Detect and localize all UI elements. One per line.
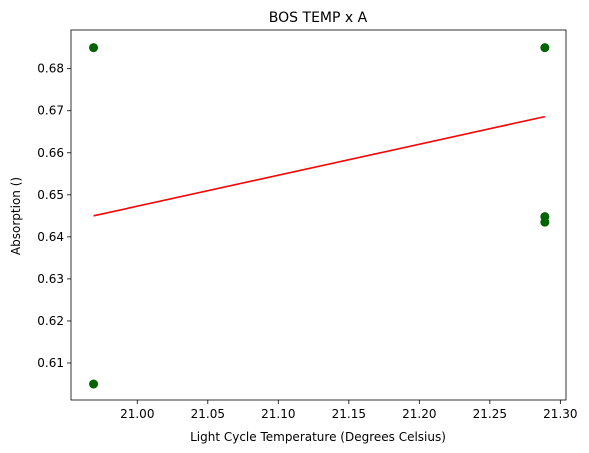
data-point: [540, 43, 550, 53]
y-tick-label: 0.63: [37, 272, 64, 286]
x-tick-label: 21.30: [543, 407, 577, 421]
data-point: [540, 217, 550, 227]
x-tick-label: 21.05: [191, 407, 225, 421]
x-tick-label: 21.20: [402, 407, 436, 421]
x-tick-label: 21.00: [120, 407, 154, 421]
y-axis-label: Absorption (): [9, 177, 23, 255]
y-axis: 0.61 0.62 0.63 0.64 0.65 0.66 0.67 0.68: [37, 62, 71, 370]
plot-frame: [70, 29, 567, 401]
y-tick-label: 0.61: [37, 356, 64, 370]
data-point: [89, 43, 99, 53]
y-tick-label: 0.64: [37, 230, 64, 244]
y-tick-label: 0.68: [37, 62, 64, 76]
trend-line: [93, 115, 546, 217]
x-axis-label: Light Cycle Temperature (Degrees Celsius…: [190, 430, 446, 444]
x-tick-label: 21.15: [332, 407, 366, 421]
y-tick-label: 0.62: [37, 314, 64, 328]
data-point: [89, 379, 99, 389]
x-tick-label: 21.10: [261, 407, 295, 421]
y-tick-label: 0.66: [37, 146, 64, 160]
plot-area: [89, 43, 550, 389]
x-tick-label: 21.25: [473, 407, 507, 421]
y-tick-label: 0.65: [37, 188, 64, 202]
y-tick-label: 0.67: [37, 104, 64, 118]
chart-title: BOS TEMP x A: [269, 10, 368, 26]
x-axis: 21.00 21.05 21.10 21.15 21.20 21.25 21.30: [120, 400, 578, 421]
